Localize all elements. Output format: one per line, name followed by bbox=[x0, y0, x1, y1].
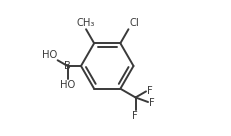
Text: F: F bbox=[131, 111, 137, 121]
Text: HO: HO bbox=[60, 80, 75, 90]
Text: CH₃: CH₃ bbox=[76, 18, 94, 28]
Text: F: F bbox=[146, 86, 152, 96]
Text: F: F bbox=[149, 98, 154, 108]
Text: B: B bbox=[64, 61, 71, 71]
Text: Cl: Cl bbox=[129, 18, 138, 28]
Text: HO: HO bbox=[42, 50, 57, 60]
